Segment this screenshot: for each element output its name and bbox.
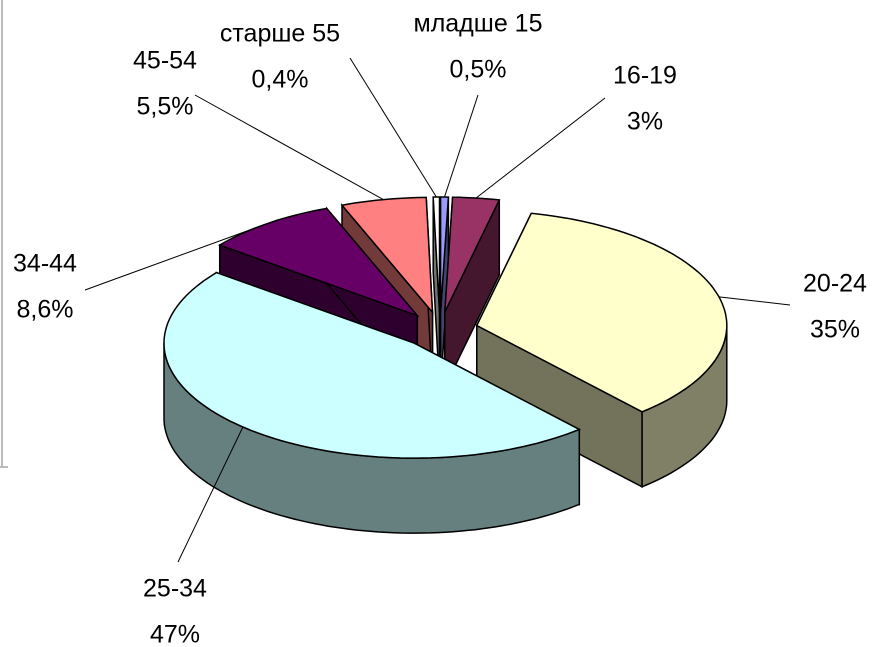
category-label: младше 15 [414, 10, 543, 38]
category-label: старше 55 [220, 20, 340, 48]
leader-line [475, 97, 606, 199]
value-label: 35% [810, 316, 860, 344]
leader-line [177, 426, 244, 563]
category-label: 34-44 [13, 250, 77, 278]
leader-line [718, 296, 791, 306]
leader-line [349, 57, 437, 198]
category-label: 25-34 [143, 575, 207, 603]
value-label: 0,4% [252, 66, 309, 94]
leader-line [84, 222, 268, 291]
value-label: 0,5% [450, 56, 507, 84]
slice-top [444, 196, 501, 313]
value-label: 3% [627, 108, 663, 136]
value-label: 8,6% [17, 296, 74, 324]
leader-line [194, 94, 384, 201]
slice-top [163, 271, 582, 459]
category-label: 20-24 [803, 270, 867, 298]
slice-top [217, 207, 420, 318]
value-label: 5,5% [137, 93, 194, 121]
value-label: 47% [150, 621, 200, 647]
category-label: 45-54 [133, 47, 197, 75]
leader-line [444, 94, 479, 198]
category-label: 16-19 [613, 62, 677, 90]
